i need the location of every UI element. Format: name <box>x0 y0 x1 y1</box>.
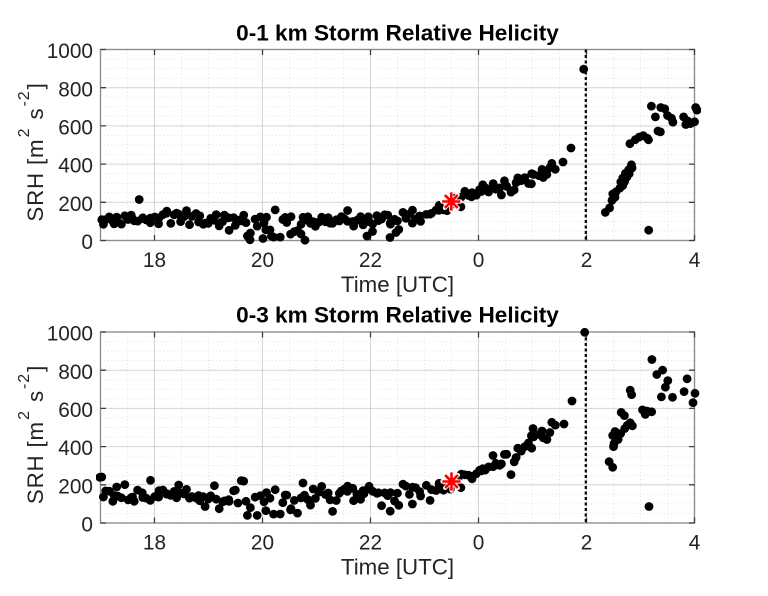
svg-text:0-3 km Storm Relative Helicity: 0-3 km Storm Relative Helicity <box>236 303 559 328</box>
svg-text:400: 400 <box>58 155 93 178</box>
svg-text:22: 22 <box>359 532 382 555</box>
svg-text:2: 2 <box>581 249 593 272</box>
svg-text:2: 2 <box>581 532 593 555</box>
svg-text:4: 4 <box>689 249 701 272</box>
svg-text:0: 0 <box>81 514 93 537</box>
svg-text:Time [UTC]: Time [UTC] <box>341 272 454 297</box>
svg-text:200: 200 <box>58 193 93 216</box>
svg-text:18: 18 <box>143 532 166 555</box>
svg-text:600: 600 <box>58 399 93 422</box>
svg-text:0: 0 <box>473 532 485 555</box>
svg-text:Time [UTC]: Time [UTC] <box>341 555 454 580</box>
svg-text:4: 4 <box>689 532 701 555</box>
svg-text:20: 20 <box>251 249 274 272</box>
svg-text:0-1 km Storm Relative Helicity: 0-1 km Storm Relative Helicity <box>236 21 559 46</box>
svg-text:0: 0 <box>81 231 93 254</box>
svg-text:800: 800 <box>58 78 93 101</box>
svg-text:20: 20 <box>251 532 274 555</box>
svg-text:400: 400 <box>58 437 93 460</box>
svg-text:200: 200 <box>58 475 93 498</box>
svg-text:600: 600 <box>58 117 93 140</box>
svg-text:18: 18 <box>143 249 166 272</box>
svg-text:1000: 1000 <box>47 323 93 346</box>
svg-text:1000: 1000 <box>47 40 93 63</box>
svg-text:22: 22 <box>359 249 382 272</box>
svg-text:0: 0 <box>473 249 485 272</box>
svg-text:800: 800 <box>58 361 93 384</box>
